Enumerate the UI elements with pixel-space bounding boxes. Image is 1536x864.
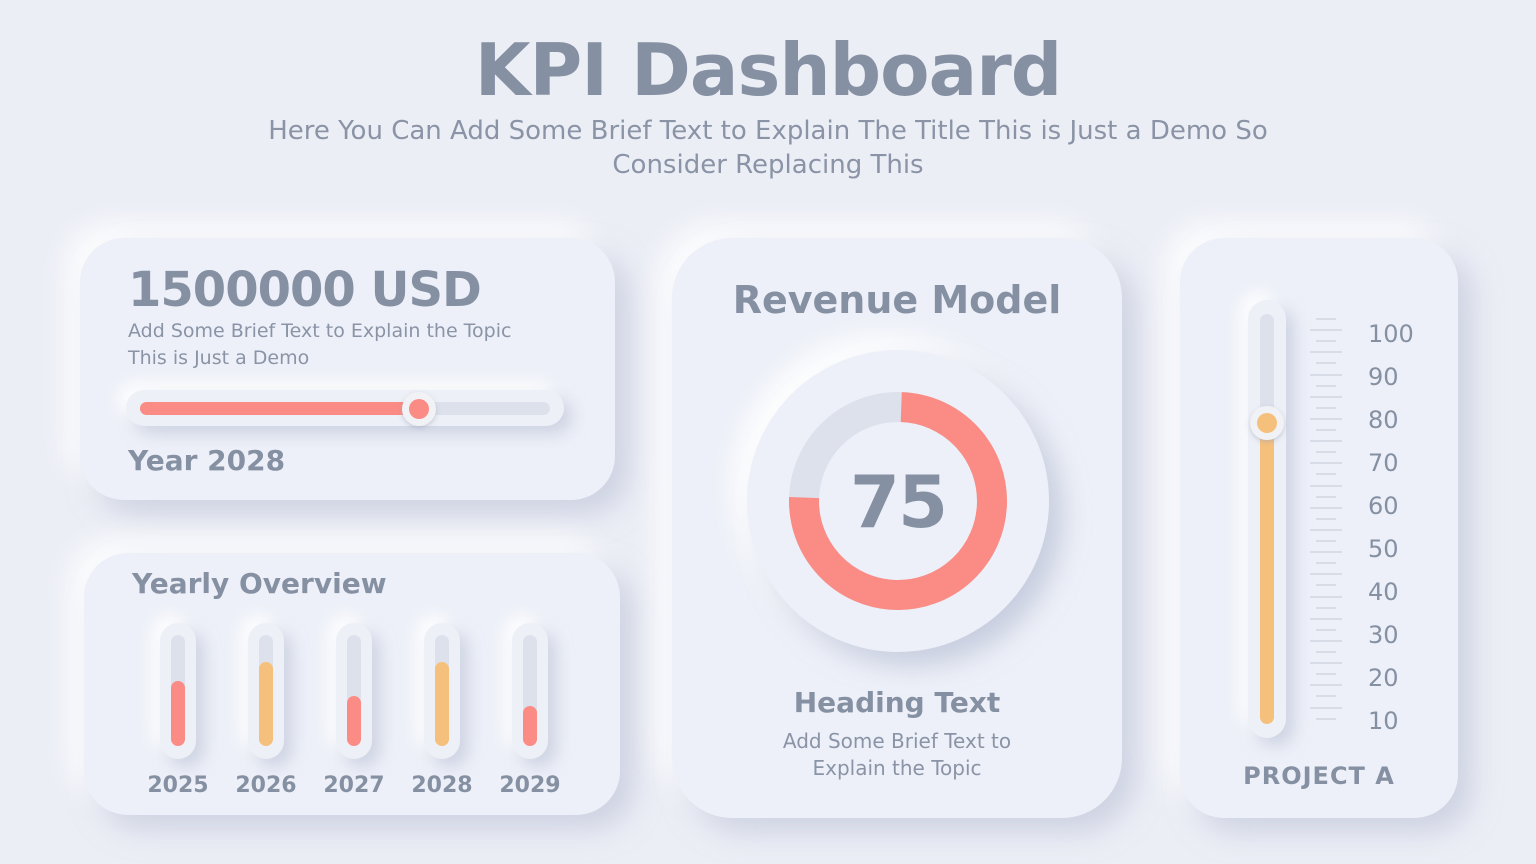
scale-tick [1316, 628, 1336, 631]
bar-outer [248, 623, 284, 759]
yearly-overview-title: Yearly Overview [132, 567, 387, 600]
year-label: Year 2028 [128, 444, 286, 477]
year-slider-fill [140, 402, 419, 415]
scale-tick [1316, 318, 1336, 320]
scale-tick [1316, 384, 1336, 387]
bar-year-label: 2027 [323, 773, 385, 798]
scale-tick [1310, 506, 1342, 509]
bar-track [347, 635, 361, 746]
scale-tick [1316, 673, 1336, 676]
project-label: PROJECT A [1243, 762, 1395, 790]
scale-tick [1310, 639, 1342, 642]
kpi-description: Add Some Brief Text to Explain the Topic… [128, 320, 512, 369]
scale-tick [1316, 606, 1336, 609]
scale-tick [1310, 551, 1342, 554]
scale-tick [1316, 362, 1336, 365]
scale-tick [1310, 684, 1342, 687]
scale-tick [1316, 584, 1336, 587]
scale-label: 20 [1368, 664, 1399, 692]
scale-tick [1316, 495, 1336, 498]
scale-label: 30 [1368, 621, 1399, 649]
scale-label: 60 [1368, 492, 1399, 520]
project-slider-track[interactable] [1250, 314, 1284, 724]
scale-tick [1316, 695, 1336, 698]
project-a-card: 100 90 80 70 60 50 40 30 20 10 PROJECT A [1180, 238, 1458, 818]
kpi-value: 1500000 USD [128, 262, 482, 318]
revenue-value: 75 [849, 460, 948, 544]
bar-outer [160, 623, 196, 759]
bar-year-label: 2025 [147, 773, 209, 798]
scale-tick [1316, 540, 1336, 542]
bar-track [171, 635, 185, 746]
kpi-value-card: 1500000 USD Add Some Brief Text to Expla… [80, 238, 615, 500]
scale-tick [1316, 517, 1336, 520]
scale-tick [1316, 717, 1336, 720]
scale-label: 80 [1368, 406, 1399, 434]
scale-tick [1310, 440, 1342, 443]
scale-label: 90 [1368, 363, 1399, 391]
bar-fill [171, 680, 185, 746]
yearly-overview-card: Yearly Overview 2025 2026 2027 2028 2029 [84, 553, 620, 815]
year-slider-track[interactable] [140, 392, 550, 426]
scale-label: 10 [1368, 707, 1399, 735]
year-slider-knob[interactable] [401, 392, 436, 426]
bar-fill [435, 661, 449, 746]
scale-tick [1310, 528, 1342, 531]
bar-track [259, 635, 273, 746]
revenue-donut: 75 [747, 350, 1049, 652]
bar-fill [523, 706, 537, 746]
scale-label: 50 [1368, 535, 1399, 563]
page-header: KPI Dashboard Here You Can Add Some Brie… [0, 28, 1536, 182]
scale-tick [1310, 484, 1342, 487]
scale-tick [1316, 451, 1336, 454]
project-slider-knob[interactable] [1250, 406, 1284, 441]
bar-year-label: 2029 [499, 773, 561, 798]
project-slider-fill [1260, 423, 1274, 724]
bar-track [435, 635, 449, 746]
revenue-heading: Heading Text [793, 686, 1001, 719]
scale-tick [1310, 395, 1342, 398]
scale-tick [1316, 562, 1336, 565]
bar-outer [512, 623, 548, 759]
revenue-model-card: Revenue Model 75 Heading Text Add Some B… [672, 238, 1122, 818]
scale-tick [1310, 595, 1342, 598]
bar-track [523, 635, 537, 746]
scale-tick [1310, 351, 1342, 354]
scale-tick [1310, 329, 1342, 332]
revenue-title: Revenue Model [732, 278, 1062, 322]
scale-tick [1310, 706, 1342, 709]
scale-tick [1316, 473, 1336, 476]
scale-label: 40 [1368, 578, 1399, 606]
scale-tick [1310, 373, 1342, 376]
bar-fill [347, 696, 361, 746]
scale-tick [1316, 406, 1336, 409]
bar-year-label: 2028 [411, 773, 473, 798]
bar-year-label: 2026 [235, 773, 297, 798]
project-scale-ticks [1310, 318, 1344, 728]
bar-outer [336, 623, 372, 759]
scale-label: 100 [1368, 320, 1414, 348]
project-slider[interactable] [1248, 300, 1286, 738]
scale-tick [1310, 462, 1342, 465]
revenue-description: Add Some Brief Text to Explain the Topic [782, 729, 1012, 780]
bar-fill [259, 661, 273, 746]
scale-tick [1316, 651, 1336, 653]
scale-tick [1316, 340, 1336, 343]
scale-tick [1310, 573, 1342, 576]
scale-label: 70 [1368, 449, 1399, 477]
scale-tick [1316, 429, 1336, 431]
scale-tick [1310, 617, 1342, 620]
scale-tick [1310, 662, 1342, 665]
page-title: KPI Dashboard [474, 28, 1063, 112]
donut-ring [789, 392, 1007, 610]
year-slider[interactable] [126, 390, 564, 426]
scale-tick [1310, 417, 1342, 420]
bar-outer [424, 623, 460, 759]
page-subtitle: Here You Can Add Some Brief Text to Expl… [268, 116, 1268, 180]
